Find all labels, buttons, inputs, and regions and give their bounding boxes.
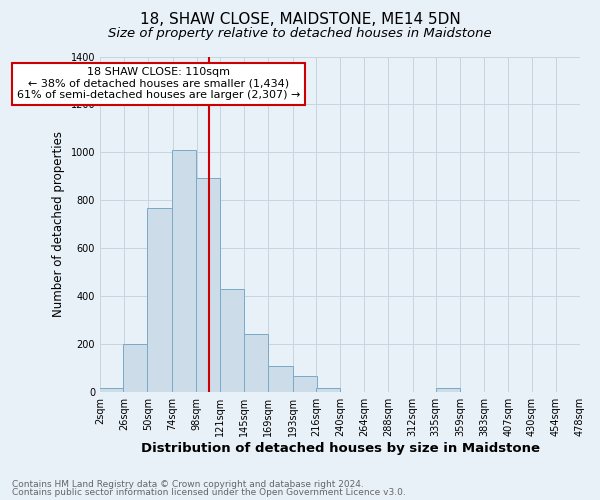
Bar: [99, 388, 123, 392]
Bar: [123, 344, 148, 393]
Text: Contains public sector information licensed under the Open Government Licence v3: Contains public sector information licen…: [12, 488, 406, 497]
Bar: [196, 178, 220, 392]
Text: Size of property relative to detached houses in Maidstone: Size of property relative to detached ho…: [108, 28, 492, 40]
Bar: [148, 208, 172, 392]
Bar: [316, 388, 340, 392]
Bar: [244, 334, 268, 392]
Text: 18, SHAW CLOSE, MAIDSTONE, ME14 5DN: 18, SHAW CLOSE, MAIDSTONE, ME14 5DN: [140, 12, 460, 28]
Bar: [220, 289, 244, 393]
X-axis label: Distribution of detached houses by size in Maidstone: Distribution of detached houses by size …: [140, 442, 539, 455]
Text: 18 SHAW CLOSE: 110sqm
← 38% of detached houses are smaller (1,434)
61% of semi-d: 18 SHAW CLOSE: 110sqm ← 38% of detached …: [17, 68, 300, 100]
Text: Contains HM Land Registry data © Crown copyright and database right 2024.: Contains HM Land Registry data © Crown c…: [12, 480, 364, 489]
Bar: [172, 150, 196, 392]
Bar: [293, 376, 317, 392]
Bar: [268, 366, 293, 392]
Bar: [436, 388, 460, 392]
Y-axis label: Number of detached properties: Number of detached properties: [52, 132, 65, 318]
